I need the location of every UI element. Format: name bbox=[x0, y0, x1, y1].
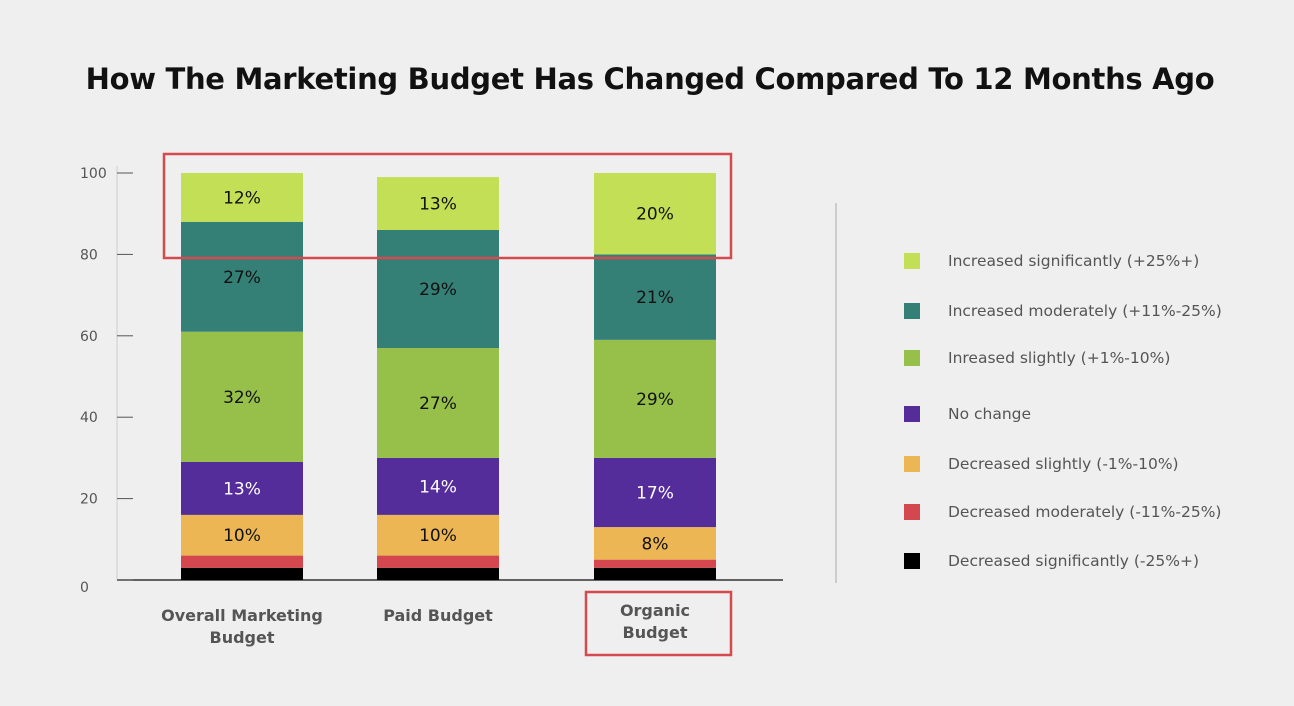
data-label: 8% bbox=[642, 534, 669, 554]
legend-item: Increased moderately (+11%-25%) bbox=[904, 299, 1222, 323]
bar-segment bbox=[181, 567, 303, 580]
bar-segment bbox=[181, 331, 303, 462]
legend-label: Increased significantly (+25%+) bbox=[948, 252, 1200, 270]
data-label: 20% bbox=[636, 205, 674, 225]
legend-label: Decreased slightly (-1%-10%) bbox=[948, 455, 1179, 473]
bar-segment bbox=[594, 339, 716, 458]
data-label: 10% bbox=[223, 526, 261, 546]
y-tick-label: 0 bbox=[80, 580, 89, 596]
legend-item: Inreased slightly (+1%-10%) bbox=[904, 346, 1170, 370]
data-label: 12% bbox=[223, 188, 261, 208]
legend-swatch bbox=[904, 350, 920, 366]
bar-segment bbox=[181, 221, 303, 332]
legend-label: Increased moderately (+11%-25%) bbox=[948, 302, 1222, 320]
data-label: 29% bbox=[419, 280, 457, 300]
bar-segment bbox=[377, 514, 499, 556]
data-label: 29% bbox=[636, 390, 674, 410]
y-tick-label: 80 bbox=[80, 247, 98, 263]
legend-label: No change bbox=[948, 405, 1032, 423]
y-tick-label: 40 bbox=[80, 410, 98, 426]
data-label: 10% bbox=[419, 526, 457, 546]
chart-title: How The Marketing Budget Has Changed Com… bbox=[85, 62, 1215, 96]
legend-label: Inreased slightly (+1%-10%) bbox=[948, 349, 1171, 367]
data-label: 27% bbox=[223, 268, 261, 288]
legend-swatch bbox=[904, 253, 920, 269]
bar-segment bbox=[377, 567, 499, 580]
bar-segment bbox=[181, 173, 303, 222]
y-tick-label: 20 bbox=[80, 492, 98, 508]
data-label: 21% bbox=[636, 288, 674, 308]
legend-swatch bbox=[904, 504, 920, 520]
bar-segment bbox=[377, 348, 499, 458]
legend-swatch bbox=[904, 406, 920, 422]
bar-segment bbox=[594, 527, 716, 560]
legend-swatch bbox=[904, 303, 920, 319]
bar-segment bbox=[594, 457, 716, 528]
bar-segment bbox=[181, 514, 303, 556]
bar-segment bbox=[377, 229, 499, 349]
bar-segment bbox=[377, 555, 499, 568]
legend-item: No change bbox=[904, 402, 1031, 426]
bar-segment bbox=[594, 559, 716, 568]
highlight-box-top bbox=[162, 152, 733, 260]
category-label: Paid Budget bbox=[383, 606, 493, 625]
bar-segment bbox=[181, 555, 303, 568]
category-label: Organic Budget bbox=[620, 601, 690, 642]
legend-swatch bbox=[904, 456, 920, 472]
bar-segment bbox=[594, 567, 716, 580]
category-label: Overall Marketing Budget bbox=[161, 606, 323, 647]
bar-segment bbox=[594, 173, 716, 255]
data-label: 13% bbox=[419, 195, 457, 215]
bar-segment bbox=[181, 461, 303, 515]
legend-label: Decreased moderately (-11%-25%) bbox=[948, 503, 1222, 521]
y-tick-label: 60 bbox=[80, 329, 98, 345]
bar-segment bbox=[377, 177, 499, 230]
legend-item: Decreased slightly (-1%-10%) bbox=[904, 452, 1179, 476]
legend-item: Increased significantly (+25%+) bbox=[904, 249, 1199, 273]
data-label: 32% bbox=[223, 388, 261, 408]
bar-segment bbox=[594, 254, 716, 340]
legend-item: Decreased significantly (-25%+) bbox=[904, 549, 1199, 573]
legend-swatch bbox=[904, 553, 920, 569]
legend-label: Decreased significantly (-25%+) bbox=[948, 552, 1200, 570]
data-label: 17% bbox=[636, 483, 674, 503]
data-label: 27% bbox=[419, 394, 457, 414]
highlight-box-organic bbox=[584, 590, 733, 657]
bar-segment bbox=[377, 457, 499, 515]
data-label: 13% bbox=[223, 479, 261, 499]
data-label: 14% bbox=[419, 477, 457, 497]
y-tick-label: 100 bbox=[80, 166, 107, 182]
legend-item: Decreased moderately (-11%-25%) bbox=[904, 500, 1221, 524]
